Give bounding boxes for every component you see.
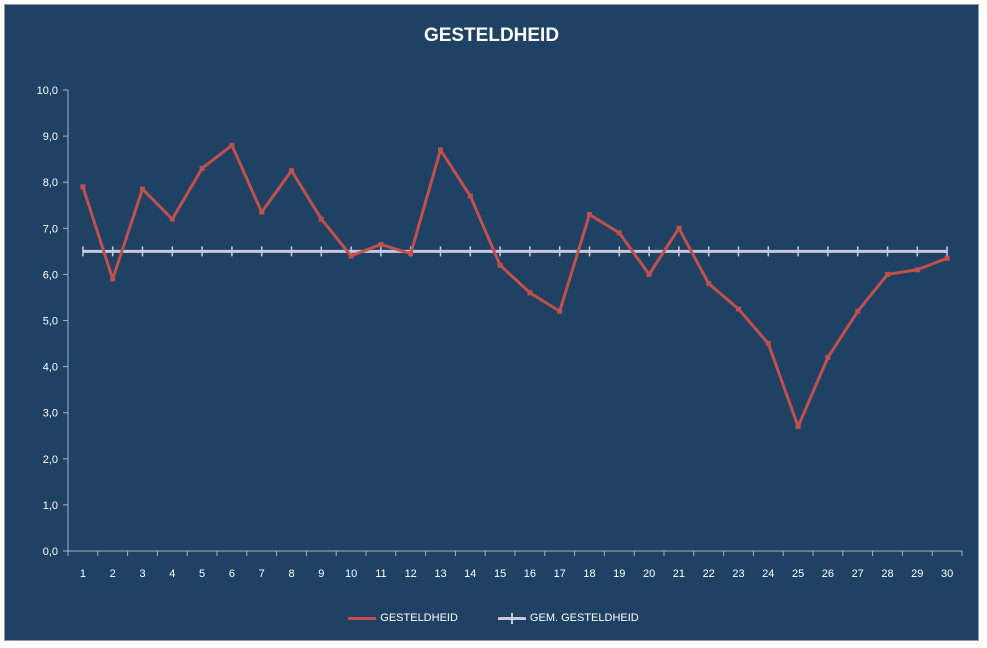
x-tick-label: 17: [554, 568, 566, 580]
y-tick-label: 4,0: [43, 362, 58, 374]
x-tick-label: 11: [375, 568, 386, 580]
data-point-gesteldheid: [348, 253, 354, 259]
data-point-gesteldheid: [706, 281, 712, 287]
x-tick-label: 26: [822, 568, 834, 580]
y-tick-label: 7,0: [43, 223, 58, 235]
legend-item-gem-gesteldheid: GEM. GESTELDHEID: [497, 612, 639, 624]
data-point-gesteldheid: [289, 168, 294, 174]
data-point-gesteldheid: [438, 147, 443, 153]
x-tick-label: 9: [318, 568, 324, 580]
series-line-gesteldheid: [81, 143, 948, 429]
chart-title: GESTELDHEID: [423, 25, 560, 46]
x-tick-label: 12: [405, 568, 417, 580]
legend: GESTELDHEID GEM. GESTELDHEID: [0, 612, 987, 624]
y-tick-label: 8,0: [43, 177, 58, 189]
data-point-gesteldheid: [199, 165, 205, 171]
data-point-gesteldheid: [527, 290, 533, 296]
x-tick-label: 23: [732, 568, 744, 580]
data-point-gesteldheid: [885, 271, 890, 277]
data-point-gesteldheid: [557, 308, 563, 314]
data-point-gesteldheid: [497, 262, 503, 268]
data-point-gesteldheid: [229, 142, 235, 148]
x-tick-label: 1: [80, 568, 86, 580]
x-tick-label: 18: [583, 568, 595, 580]
data-point-gesteldheid: [140, 186, 145, 192]
legend-swatch-gem-gesteldheid: [497, 612, 526, 624]
y-tick-label: 2,0: [43, 454, 58, 466]
data-point-gesteldheid: [318, 216, 324, 222]
x-tick-label: 2: [110, 568, 116, 580]
y-tick-label: 3,0: [43, 408, 58, 420]
x-tick-label: 8: [288, 568, 294, 580]
x-tick-label: 16: [524, 568, 536, 580]
x-tick-label: 30: [941, 568, 953, 580]
legend-label-gesteldheid: GESTELDHEID: [380, 612, 458, 624]
x-tick-label: 7: [259, 568, 265, 580]
x-tick-label: 19: [613, 568, 625, 580]
x-tick-label: 3: [139, 568, 145, 580]
data-point-gesteldheid: [408, 251, 414, 257]
x-tick-label: 21: [673, 568, 685, 580]
x-tick-label: 25: [792, 568, 804, 580]
x-tick-label: 24: [762, 568, 774, 580]
y-tick-label: 1,0: [43, 500, 58, 512]
data-point-gesteldheid: [855, 308, 861, 314]
x-tick-label: 6: [229, 568, 235, 580]
data-point-gesteldheid: [378, 241, 384, 247]
x-tick-label: 29: [911, 568, 923, 580]
x-tick-label: 14: [464, 568, 476, 580]
data-point-gesteldheid: [169, 216, 175, 222]
y-tick-label: 5,0: [43, 316, 58, 328]
legend-swatch-gesteldheid: [348, 616, 377, 620]
data-point-gesteldheid: [646, 271, 652, 277]
y-tick-label: 0,0: [43, 546, 58, 558]
data-point-gesteldheid: [676, 225, 682, 231]
legend-item-gesteldheid: GESTELDHEID: [348, 612, 458, 624]
x-tick-label: 4: [169, 568, 175, 580]
data-point-gesteldheid: [795, 424, 801, 430]
x-tick-label: 13: [434, 568, 446, 580]
data-point-gesteldheid: [914, 267, 920, 273]
data-point-gesteldheid: [736, 306, 741, 312]
data-point-gesteldheid: [467, 193, 473, 199]
x-tick-label: 22: [703, 568, 715, 580]
chart-area: GESTELDHEID: [4, 4, 979, 641]
y-tick-label: 6,0: [43, 269, 58, 281]
data-point-gesteldheid: [259, 209, 265, 215]
x-tick-label: 27: [852, 568, 864, 580]
data-point-gesteldheid: [765, 341, 771, 347]
x-tick-label: 5: [199, 568, 205, 580]
data-point-gesteldheid: [616, 230, 622, 236]
x-tick-label: 10: [345, 568, 357, 580]
data-point-gesteldheid: [825, 354, 831, 360]
y-tick-label: 9,0: [43, 131, 58, 143]
y-tick-label: 10,0: [37, 85, 58, 97]
data-point-gesteldheid: [944, 255, 950, 261]
x-tick-label: 20: [643, 568, 655, 580]
x-tick-label: 28: [881, 568, 893, 580]
data-point-gesteldheid: [110, 276, 116, 282]
x-tick-label: 15: [494, 568, 506, 580]
data-point-gesteldheid: [587, 211, 592, 217]
data-point-gesteldheid: [80, 184, 86, 190]
legend-label-gem-gesteldheid: GEM. GESTELDHEID: [529, 612, 639, 624]
